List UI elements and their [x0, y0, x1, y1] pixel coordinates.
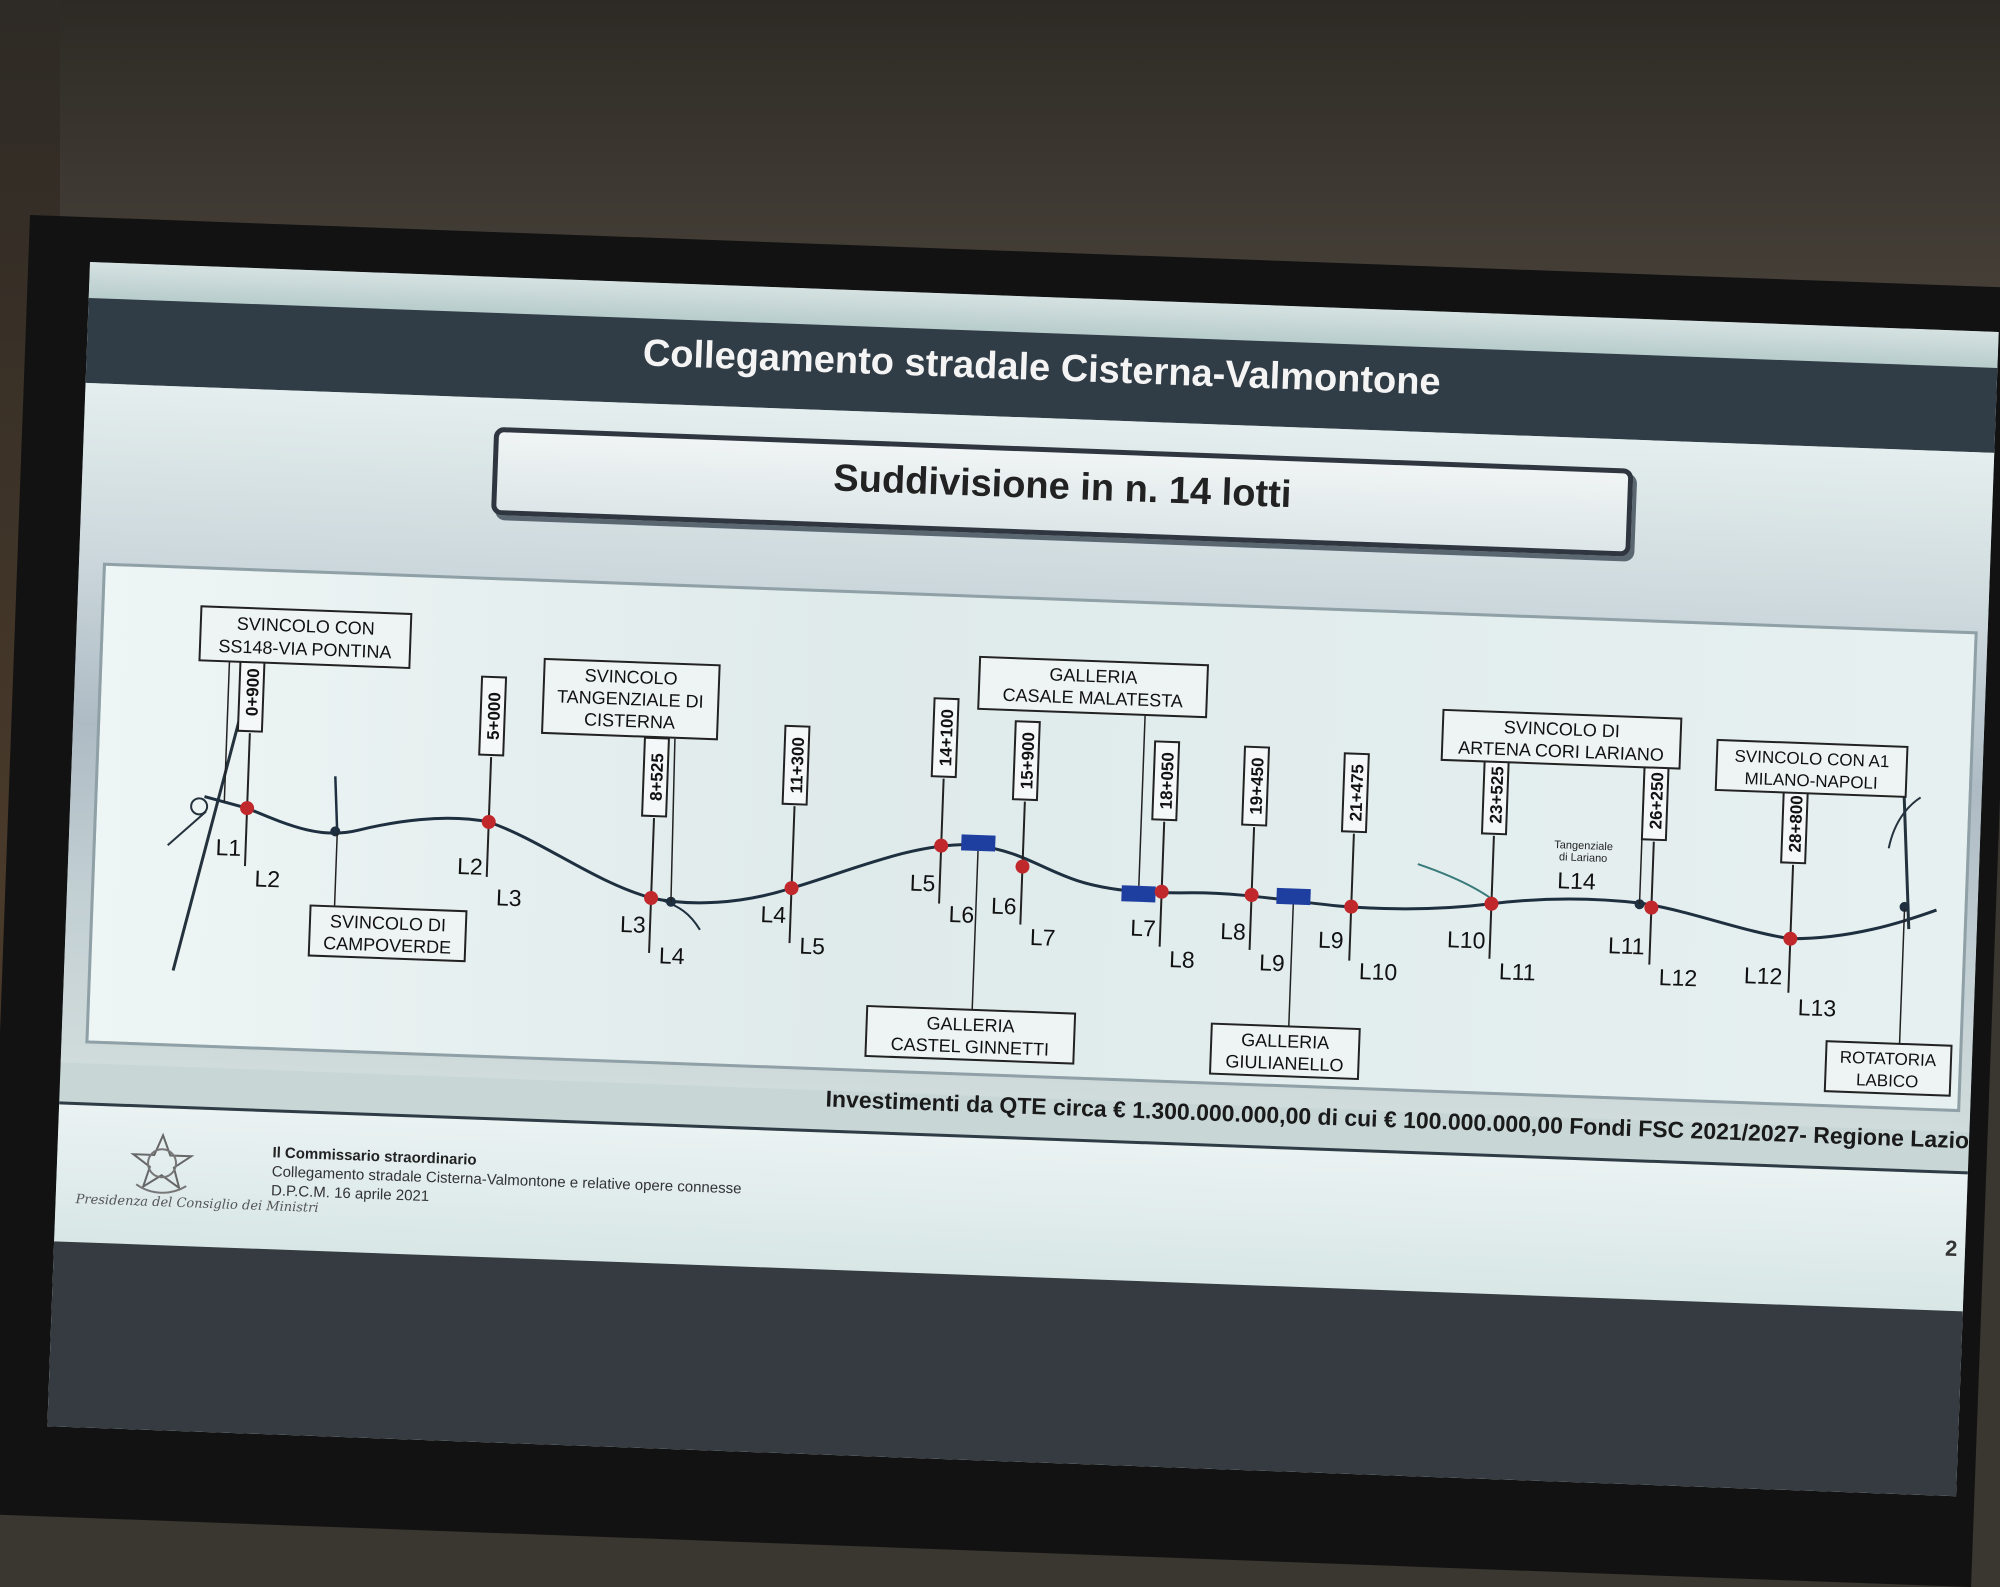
chainage-marker: 21+475 [1340, 752, 1370, 961]
lot-label: L4 [659, 942, 686, 969]
lot-label: L10 [1447, 926, 1486, 953]
chainage-marker: 18+050 [1151, 740, 1181, 947]
callout-campoverde: SVINCOLO DI CAMPOVERDE [307, 833, 468, 963]
svg-text:14+100: 14+100 [936, 709, 957, 767]
lot-labels: L1 L2 L2 L3 L3 L4 L4 L5 L5 L6 L6 L7 L7 L… [215, 834, 1836, 1021]
svg-text:11+300: 11+300 [787, 737, 808, 794]
cisterna-ramp [655, 897, 701, 931]
roundabout-icon [190, 797, 209, 816]
lot-label-l14: L14 [1557, 867, 1597, 894]
svg-text:8+525: 8+525 [647, 753, 668, 801]
lot-label: L12 [1744, 962, 1783, 989]
tangenziale-label: Tangenziale [1554, 839, 1613, 853]
svg-text:LABICO: LABICO [1856, 1070, 1919, 1091]
lot-label: L5 [799, 932, 826, 959]
chainage-marker: 26+250 [1640, 760, 1670, 965]
svg-text:26+250: 26+250 [1646, 772, 1667, 830]
campoverde-branch [334, 776, 339, 834]
svg-text:5+000: 5+000 [484, 692, 505, 740]
lot-label: L8 [1220, 918, 1247, 945]
svg-text:CISTERNA: CISTERNA [584, 709, 676, 732]
svg-text:SVINCOLO: SVINCOLO [584, 665, 678, 688]
callout-artena: SVINCOLO DI ARTENA CORI LARIANO [1440, 708, 1683, 905]
svg-text:GALLERIA: GALLERIA [1241, 1030, 1330, 1053]
chainage-marker: 14+100 [930, 697, 960, 904]
chainage-marker: 28+800 [1780, 783, 1810, 993]
svg-text:SVINCOLO DI: SVINCOLO DI [1504, 717, 1621, 741]
callout-cisterna: SVINCOLO TANGENZIALE DI CISTERNA [541, 657, 721, 902]
lot-label: L3 [620, 911, 647, 938]
lot-label: L11 [1498, 958, 1536, 985]
lot-label: L5 [909, 869, 936, 896]
lot-label: L2 [254, 865, 281, 892]
lot-label: L3 [496, 884, 523, 911]
callout-giulianello: GALLERIA GIULIANELLO [1208, 904, 1361, 1081]
svg-text:GALLERIA: GALLERIA [1049, 664, 1138, 687]
svg-text:GALLERIA: GALLERIA [926, 1013, 1015, 1036]
tunnel-castel-ginnetti [961, 834, 996, 852]
lot-label: L11 [1608, 932, 1646, 959]
callout-labico: ROTATORIA LABICO [1823, 908, 1953, 1097]
callout-castel-ginnetti: GALLERIA CASTEL GINNETTI [864, 850, 1077, 1065]
chainage-marker: 11+300 [781, 724, 811, 944]
callout-pontina: SVINCOLO CON SS148-VIA PONTINA [198, 605, 413, 803]
lot-label: L12 [1658, 964, 1697, 991]
chainage-marker: 8+525 [641, 736, 670, 953]
svg-text:23+525: 23+525 [1486, 766, 1507, 824]
tunnel-giulianello [1276, 887, 1311, 906]
svg-text:28+800: 28+800 [1786, 795, 1807, 853]
a1-node [1899, 901, 1910, 912]
lot-label: L8 [1169, 946, 1196, 973]
republic-emblem-icon [130, 1132, 195, 1194]
slide: Collegamento stradale Cisterna-Valmonton… [47, 262, 1999, 1497]
svg-text:CAMPOVERDE: CAMPOVERDE [323, 933, 452, 958]
road-diagram: 0+900 5+000 8+525 11+300 [167, 605, 1953, 1097]
page-number: 2 [1944, 1235, 1958, 1262]
chainage-marker: 23+525 [1480, 754, 1510, 959]
svg-text:SVINCOLO DI: SVINCOLO DI [330, 911, 447, 935]
lot-label: L2 [457, 853, 484, 880]
tangenziale-label: di Lariano [1559, 851, 1608, 865]
svg-text:19+450: 19+450 [1247, 757, 1268, 815]
a1-ramp [1887, 796, 1922, 849]
tangenziale-road [1417, 863, 1493, 900]
svg-text:0+900: 0+900 [242, 668, 263, 716]
chainage-marker: 15+900 [1011, 720, 1041, 925]
lot-label: L6 [991, 892, 1018, 919]
campoverde-node [330, 826, 341, 837]
chainage-marker: 19+450 [1241, 745, 1271, 950]
svg-text:15+900: 15+900 [1017, 732, 1038, 790]
chainage-marker: 5+000 [478, 675, 508, 877]
svg-text:MILANO-NAPOLI: MILANO-NAPOLI [1744, 769, 1878, 793]
chainage-marker: 0+900 [236, 651, 266, 867]
svg-text:21+475: 21+475 [1346, 764, 1367, 822]
lot-label: L9 [1318, 926, 1345, 953]
lot-label: L9 [1259, 949, 1286, 976]
lot-label: L1 [215, 834, 242, 861]
lot-label: L4 [760, 901, 787, 928]
lot-label: L7 [1029, 924, 1056, 951]
lot-label: L7 [1130, 915, 1157, 942]
lot-label: L6 [948, 901, 975, 928]
svg-text:ROTATORIA: ROTATORIA [1840, 1048, 1938, 1071]
tunnel-casale-malatesta [1121, 885, 1156, 903]
callout-a1: SVINCOLO CON A1 MILANO-NAPOLI [1714, 738, 1909, 798]
lot-label: L13 [1797, 994, 1836, 1021]
callout-casale-malatesta: GALLERIA CASALE MALATESTA [977, 655, 1210, 886]
lot-label: L10 [1358, 958, 1397, 985]
svg-text:18+050: 18+050 [1157, 752, 1178, 810]
pontina-junction-ramp [167, 810, 207, 846]
svg-text:SVINCOLO CON: SVINCOLO CON [236, 614, 375, 639]
svg-text:GIULIANELLO: GIULIANELLO [1225, 1051, 1344, 1075]
